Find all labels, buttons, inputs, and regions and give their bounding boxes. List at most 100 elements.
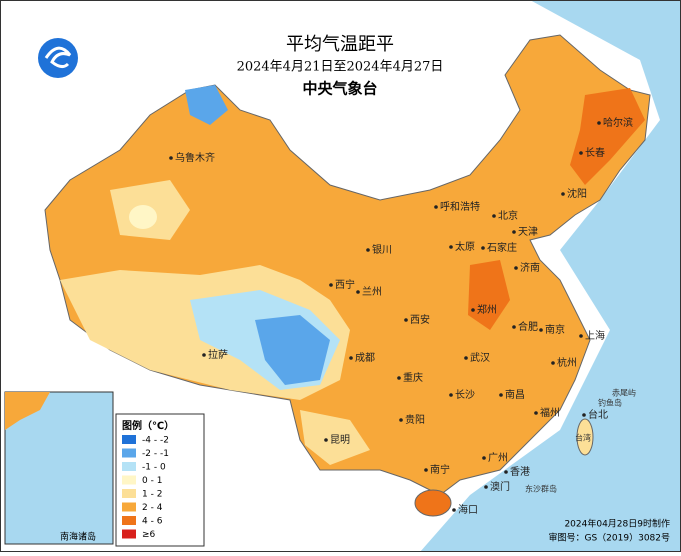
city-dot [561,192,565,196]
footer-approval: 审图号：GS（2019）3082号 [549,532,671,544]
legend-swatch [122,448,136,458]
city-label: 石家庄 [487,241,517,254]
city-label: 兰州 [362,285,382,298]
city-label: 海口 [458,503,478,516]
legend-label: 1 - 2 [142,490,162,500]
city-dot [329,283,333,287]
city-dot [551,361,555,365]
city-dot [484,485,488,489]
legend-title: 图例（℃） [122,419,174,432]
hainan [414,489,452,517]
city-label: 乌鲁木齐 [175,151,215,164]
region-neutral [129,205,157,229]
legend-swatch [122,529,136,539]
city-label: 南宁 [430,463,450,476]
city-label: 南京 [545,323,565,336]
region-cold-north [185,85,228,125]
city-dot [356,290,360,294]
legend-swatch [122,489,136,498]
city-label: 长沙 [455,389,475,401]
legend-swatch [122,516,136,525]
island-label: 赤尾屿 [612,389,636,398]
city-dot [324,438,328,442]
city-label: 香港 [510,466,530,478]
legend-label: -2 - -1 [142,449,169,459]
region-cold [255,315,330,385]
city-label: 银川 [372,243,392,256]
region-warm-central [468,260,510,330]
city-dot [514,266,518,270]
city-dot [397,376,401,380]
city-dot [404,318,408,322]
city-label: 武汉 [470,351,490,364]
city-label: 拉萨 [208,348,228,361]
city-label: 杭州 [557,356,577,369]
title: 平均气温距平 [286,34,394,55]
city-label: 长春 [585,147,605,159]
legend-swatch [122,435,136,444]
island-label: 东沙群岛 [525,484,557,494]
legend-label: 2 - 4 [142,503,163,513]
legend-label: 0 - 1 [142,476,162,486]
city-dot [452,508,456,512]
legend-label: -4 - -2 [142,436,169,446]
city-dot [366,248,370,252]
legend-label: -1 - 0 [142,463,166,473]
footer-made: 2024年04月28日9时制作 [564,518,670,530]
city-label: 福州 [540,406,560,419]
city-label: 澳门 [490,480,510,493]
city-label: 合肥 [518,320,538,333]
legend-label: 4 - 6 [142,517,163,527]
city-label: 贵阳 [405,413,425,426]
city-label: 西宁 [335,278,355,291]
city-dot [499,393,503,397]
city-label: 沈阳 [567,187,587,200]
city-dot [512,325,516,329]
city-label: 郑州 [477,303,497,316]
agency: 中央气象台 [302,80,377,98]
inset-land [5,392,50,430]
city-dot [597,121,601,125]
city-label: 天津 [518,226,538,238]
city-dot [424,468,428,472]
city-label: 台北 [588,408,608,421]
sea [420,0,681,552]
city-dot [434,205,438,209]
city-dot [504,470,508,474]
city-label: 重庆 [403,371,423,384]
city-label: 广州 [488,452,508,464]
city-label: 太原 [455,240,475,253]
city-label: 哈尔滨 [603,116,633,129]
city-dot [349,356,353,360]
city-dot [464,356,468,360]
city-dot [202,353,206,357]
city-dot [481,246,485,250]
region-warm-ne [570,88,645,185]
logo [38,38,78,78]
city-label: 济南 [520,261,540,274]
city-label: 南昌 [505,388,525,401]
legend-swatch [122,475,136,485]
city-dot [579,151,583,155]
city-dot [399,418,403,422]
city-dot [539,328,543,332]
city-label: 成都 [355,352,375,364]
inset-label: 南海诸岛 [60,531,96,543]
city-label: 西安 [410,313,430,326]
city-label: 上海 [585,329,605,342]
city-dot [492,214,496,218]
city-dot [169,156,173,160]
city-dot [512,230,516,234]
island-label: 台湾 [575,433,591,443]
city-dot [534,411,538,415]
region-mild-south [300,410,370,465]
city-dot [449,245,453,249]
legend-swatch [122,462,136,471]
city-label: 昆明 [330,434,350,446]
city-label: 北京 [498,209,518,222]
legend-label: ≥6 [142,530,156,540]
city-dot [582,413,586,417]
date-range: 2024年4月21日至2024年4月27日 [237,60,444,75]
city-dot [482,456,486,460]
